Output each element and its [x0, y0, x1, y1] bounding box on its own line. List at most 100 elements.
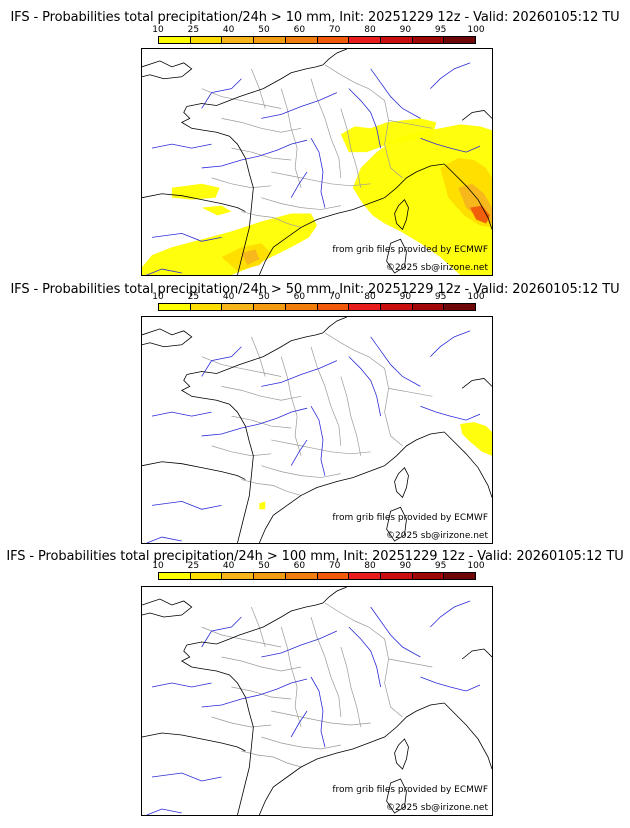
river-line: [310, 676, 326, 748]
colorbar-segment: [285, 573, 318, 579]
river-line: [290, 710, 308, 738]
colorbar-segment: [412, 304, 445, 310]
colorbar-segment: [349, 37, 381, 43]
river-line: [348, 626, 382, 688]
colorbar-segment: [285, 304, 318, 310]
river-line: [151, 500, 222, 510]
data-source-credit: from grib files provided by ECMWF: [332, 245, 488, 255]
river-line: [261, 92, 338, 119]
admin-border: [388, 658, 433, 668]
colorbar-tick-label: 80: [364, 561, 376, 571]
colorbar-segment: [380, 573, 413, 579]
coastline: [180, 374, 254, 543]
river-line: [201, 616, 242, 648]
precip-area: [142, 213, 317, 275]
coastline: [443, 163, 492, 230]
map-svg: [142, 49, 492, 275]
coastline: [142, 193, 246, 212]
colorbar-tick-label: 70: [328, 25, 341, 35]
colorbar-segment: [317, 573, 350, 579]
colorbar-tick-label: 70: [328, 561, 341, 571]
river-line: [430, 330, 471, 357]
precip-area: [201, 205, 232, 216]
colorbar-segment: [412, 573, 445, 579]
admin-border: [251, 606, 266, 648]
colorbar-segment: [444, 304, 476, 310]
copyright-credit: ©2025 sb@irizone.net: [386, 531, 488, 541]
precip-area: [470, 205, 491, 224]
river-line: [290, 439, 308, 466]
admin-border: [201, 626, 282, 648]
colorbar-tick-label: 25: [187, 292, 200, 302]
coastline: [142, 598, 193, 618]
colorbar-tick-label: 50: [258, 25, 270, 35]
colorbar-segment: [444, 37, 476, 43]
admin-border: [324, 602, 403, 718]
river-line: [370, 68, 421, 119]
coastline: [394, 198, 409, 231]
coastline: [394, 738, 409, 770]
precip-area: [241, 249, 260, 266]
river-line: [151, 772, 222, 782]
river-line: [145, 808, 182, 815]
river-line: [201, 346, 242, 377]
colorbar-tick-label: 70: [328, 292, 341, 302]
coastline: [142, 60, 193, 80]
colorbar-strip: [158, 303, 476, 311]
admin-border: [221, 656, 302, 672]
admin-border: [388, 120, 433, 129]
admin-border: [251, 68, 266, 109]
colorbar-segment: [222, 304, 255, 310]
precip-map: from grib files provided by ECMWF ©2025 s…: [141, 586, 493, 816]
colorbar-tick-label: 95: [434, 561, 447, 571]
admin-border: [280, 88, 302, 188]
river-line: [310, 406, 326, 476]
map-svg: [142, 317, 492, 543]
admin-border: [261, 465, 341, 478]
coastline: [394, 466, 409, 499]
precip-area: [259, 501, 266, 510]
river-line: [145, 536, 182, 543]
admin-border: [261, 736, 341, 750]
colorbar-tick-label: 95: [434, 25, 447, 35]
admin-border: [310, 616, 342, 718]
forecast-panel-2: IFS - Probabilities total precipitation/…: [0, 276, 630, 552]
colorbar-segment: [412, 37, 445, 43]
coastline: [142, 732, 246, 752]
colorbar-tick-label: 40: [222, 561, 235, 571]
coastline: [322, 49, 347, 66]
map-svg: [142, 587, 492, 815]
colorbar-tick-label: 40: [222, 25, 235, 35]
data-source-credit: from grib files provided by ECMWF: [332, 513, 488, 523]
colorbar-segment: [317, 37, 350, 43]
panel-title: IFS - Probabilities total precipitation/…: [6, 549, 624, 564]
colorbar-tick-label: 10: [152, 25, 164, 35]
probability-colorbar: 10 25 40 50 60 70 80 90 95 100: [152, 561, 485, 582]
admin-border: [211, 716, 272, 728]
admin-border: [241, 211, 302, 228]
river-line: [201, 407, 308, 437]
colorbar-segment: [254, 573, 286, 579]
coastline: [461, 378, 492, 389]
colorbar-segment: [254, 37, 286, 43]
colorbar-segment: [159, 304, 191, 310]
precip-area: [171, 183, 220, 200]
colorbar-segment: [254, 304, 286, 310]
colorbar-tick-label: 25: [187, 561, 200, 571]
admin-border: [340, 376, 362, 456]
colorbar-strip: [158, 572, 476, 580]
coastline: [180, 106, 254, 275]
river-line: [290, 171, 308, 198]
colorbar-segment: [285, 37, 318, 43]
river-line: [261, 630, 338, 658]
precip-map: from grib files provided by ECMWF ©2025 s…: [141, 316, 493, 544]
coastline: [386, 506, 407, 542]
coastline: [322, 317, 347, 334]
precip-area: [460, 422, 492, 456]
probability-colorbar: 10 25 40 50 60 70 80 90 95 100: [152, 292, 485, 313]
colorbar-segment: [159, 573, 191, 579]
river-line: [348, 88, 382, 149]
colorbar-segment: [190, 573, 223, 579]
admin-border: [201, 356, 282, 377]
colorbar-strip: [158, 36, 476, 44]
